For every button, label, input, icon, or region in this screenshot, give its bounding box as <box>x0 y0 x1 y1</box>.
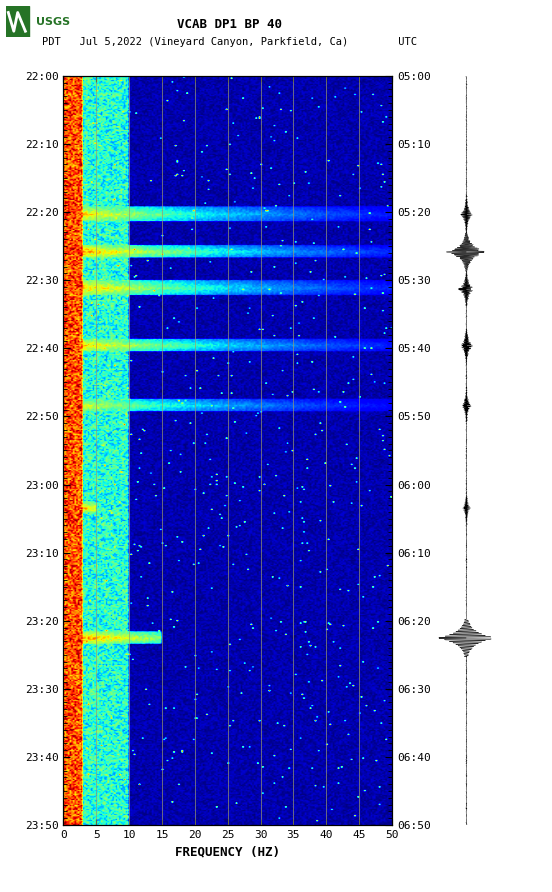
Text: VCAB DP1 BP 40: VCAB DP1 BP 40 <box>177 18 282 31</box>
Text: USGS: USGS <box>36 17 70 27</box>
Bar <box>6 6 29 37</box>
X-axis label: FREQUENCY (HZ): FREQUENCY (HZ) <box>175 846 280 858</box>
Text: PDT   Jul 5,2022 (Vineyard Canyon, Parkfield, Ca)        UTC: PDT Jul 5,2022 (Vineyard Canyon, Parkfie… <box>41 37 417 47</box>
